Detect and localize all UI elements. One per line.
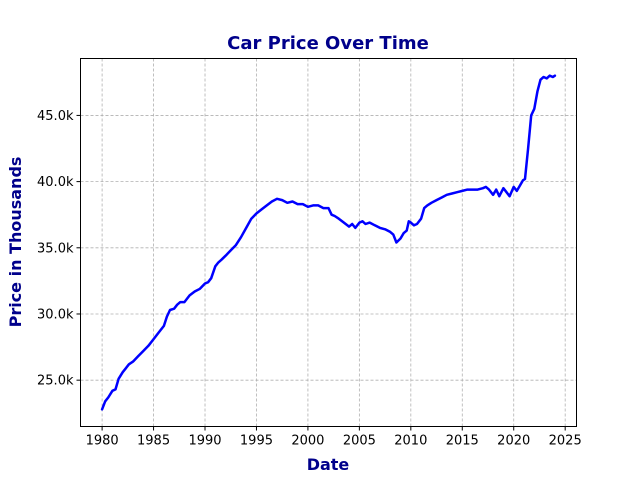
x-tick-label: 2000 bbox=[291, 434, 324, 449]
x-tick-label: 1985 bbox=[137, 434, 170, 449]
x-tick-label: 2010 bbox=[394, 434, 427, 449]
x-tick-label: 2005 bbox=[343, 434, 376, 449]
y-axis: 25.0k 30.0k 35.0k 40.0k 45.0k bbox=[37, 109, 81, 389]
plot-frame bbox=[80, 58, 577, 427]
price-series-line bbox=[100, 74, 557, 411]
y-tick-label: 30.0k bbox=[37, 307, 74, 322]
series-layer bbox=[100, 74, 557, 411]
x-tick-label: 2020 bbox=[497, 434, 530, 449]
x-tick-label: 1990 bbox=[188, 434, 221, 449]
x-axis-label: Date bbox=[307, 455, 350, 474]
x-tick-label: 1980 bbox=[86, 434, 119, 449]
y-axis-label: Price in Thousands bbox=[6, 157, 25, 328]
x-tick-label: 2015 bbox=[446, 434, 479, 449]
x-tick-label: 2025 bbox=[549, 434, 582, 449]
y-tick-label: 45.0k bbox=[37, 109, 74, 124]
y-tick-label: 25.0k bbox=[37, 374, 74, 389]
grid-lines bbox=[80, 58, 577, 427]
y-tick-label: 40.0k bbox=[37, 175, 74, 190]
chart-title: Car Price Over Time bbox=[227, 33, 429, 54]
x-axis: 1980 1985 1990 1995 2000 2005 2010 2015 2020 2025 bbox=[86, 426, 582, 449]
y-tick-label: 35.0k bbox=[37, 241, 74, 256]
x-tick-label: 1995 bbox=[240, 434, 273, 449]
